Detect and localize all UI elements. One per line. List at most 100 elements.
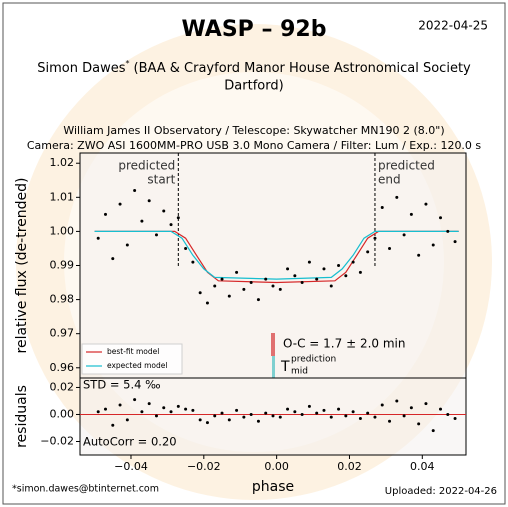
data-point <box>395 195 399 199</box>
data-point <box>366 250 370 254</box>
data-point <box>198 291 202 295</box>
axes-frame <box>79 377 467 456</box>
data-point <box>380 403 384 407</box>
x-tick-label: 0.00 <box>264 460 289 473</box>
marker-label: start <box>147 173 175 187</box>
marker-label: predicted <box>378 159 435 173</box>
data-point <box>213 414 217 418</box>
data-point <box>439 407 443 411</box>
author-line: Simon Dawes* (BAA & Crayford Manor House … <box>37 59 471 76</box>
data-point <box>133 189 137 192</box>
data-point <box>264 277 268 281</box>
data-point <box>154 414 158 418</box>
x-axis-label: phase <box>252 479 294 495</box>
data-point <box>249 412 253 416</box>
data-point <box>358 270 362 274</box>
data-point <box>453 417 457 421</box>
y-tick-label: 1.01 <box>50 190 75 203</box>
data-point <box>169 223 173 227</box>
data-point <box>184 246 188 250</box>
data-point <box>278 287 282 291</box>
y-tick-label: 0.97 <box>50 327 75 340</box>
data-point <box>96 236 100 240</box>
data-point <box>235 270 239 274</box>
data-point <box>424 202 428 206</box>
x-tick-label: −0.04 <box>114 460 148 473</box>
data-point <box>118 202 122 206</box>
x-tick-label: 0.04 <box>410 460 435 473</box>
data-point <box>256 298 260 302</box>
data-point <box>388 246 392 250</box>
data-point <box>380 206 384 210</box>
data-point <box>446 412 450 416</box>
data-point <box>293 410 297 414</box>
y-tick-label: 0.96 <box>50 361 75 374</box>
data-point <box>322 408 326 412</box>
data-point <box>286 407 290 411</box>
data-point <box>140 219 144 223</box>
data-point <box>417 422 421 426</box>
model-line <box>94 230 459 284</box>
data-point <box>205 301 209 305</box>
data-point <box>111 423 115 427</box>
legend-box <box>81 343 183 375</box>
data-point <box>103 212 107 216</box>
data-point <box>169 410 173 414</box>
data-point <box>140 410 144 414</box>
affiliation: Dartford) <box>224 79 283 94</box>
data-point <box>300 412 304 416</box>
data-point <box>103 407 107 411</box>
affiliation: (BAA & Crayford Manor House Astronomical… <box>134 61 472 76</box>
data-point <box>453 240 457 244</box>
data-point <box>439 216 443 220</box>
x-tick-label: −0.02 <box>187 460 221 473</box>
data-point <box>286 267 290 271</box>
oc-annotation: O-C = 1.7 ± 2.0 min <box>283 337 405 351</box>
y-axis-label: residuals <box>14 385 30 448</box>
data-point <box>337 407 341 411</box>
marker-label: end <box>378 173 401 187</box>
y-tick-label: −0.02 <box>40 434 74 447</box>
data-point <box>242 415 246 419</box>
email: *simon.dawes@btinternet.com <box>12 484 159 495</box>
data-point <box>213 284 217 288</box>
data-point <box>249 281 253 285</box>
data-point <box>351 410 355 414</box>
y-tick-label: 1.00 <box>50 224 75 237</box>
data-point <box>191 408 195 412</box>
data-point <box>351 260 355 264</box>
tmid-sup: prediction <box>291 355 336 365</box>
data-point <box>278 415 282 419</box>
legend-label: best-fit model <box>107 347 159 356</box>
y-tick-label: 0.00 <box>50 407 75 420</box>
stat-label: AutoCorr = 0.20 <box>83 435 177 449</box>
data-point <box>337 264 341 267</box>
y-tick-label: 0.99 <box>50 259 75 272</box>
data-point <box>329 415 333 419</box>
data-point <box>329 284 333 288</box>
data-point <box>307 404 311 408</box>
data-point <box>227 418 231 422</box>
data-point <box>220 277 224 281</box>
data-point <box>198 418 202 422</box>
camera: Camera: ZWO ASI 1600MM-PRO USB 3.0 Mono … <box>27 139 482 152</box>
author: Simon Dawes <box>37 61 125 76</box>
data-point <box>315 277 319 281</box>
data-point <box>271 284 275 288</box>
data-point <box>373 236 377 240</box>
data-point <box>118 403 122 407</box>
data-point <box>154 233 158 237</box>
y-axis-label: relative flux (de-trended) <box>14 178 30 354</box>
data-point <box>176 404 180 408</box>
data-point <box>344 414 348 418</box>
data-point <box>220 411 224 415</box>
data-point <box>133 398 137 402</box>
data-point <box>417 253 421 257</box>
data-point <box>366 411 370 415</box>
data-point <box>315 411 319 415</box>
data-point <box>184 407 188 411</box>
legend-label: expected model <box>107 361 167 370</box>
data-point <box>227 294 231 298</box>
date: 2022-04-25 <box>418 19 488 33</box>
